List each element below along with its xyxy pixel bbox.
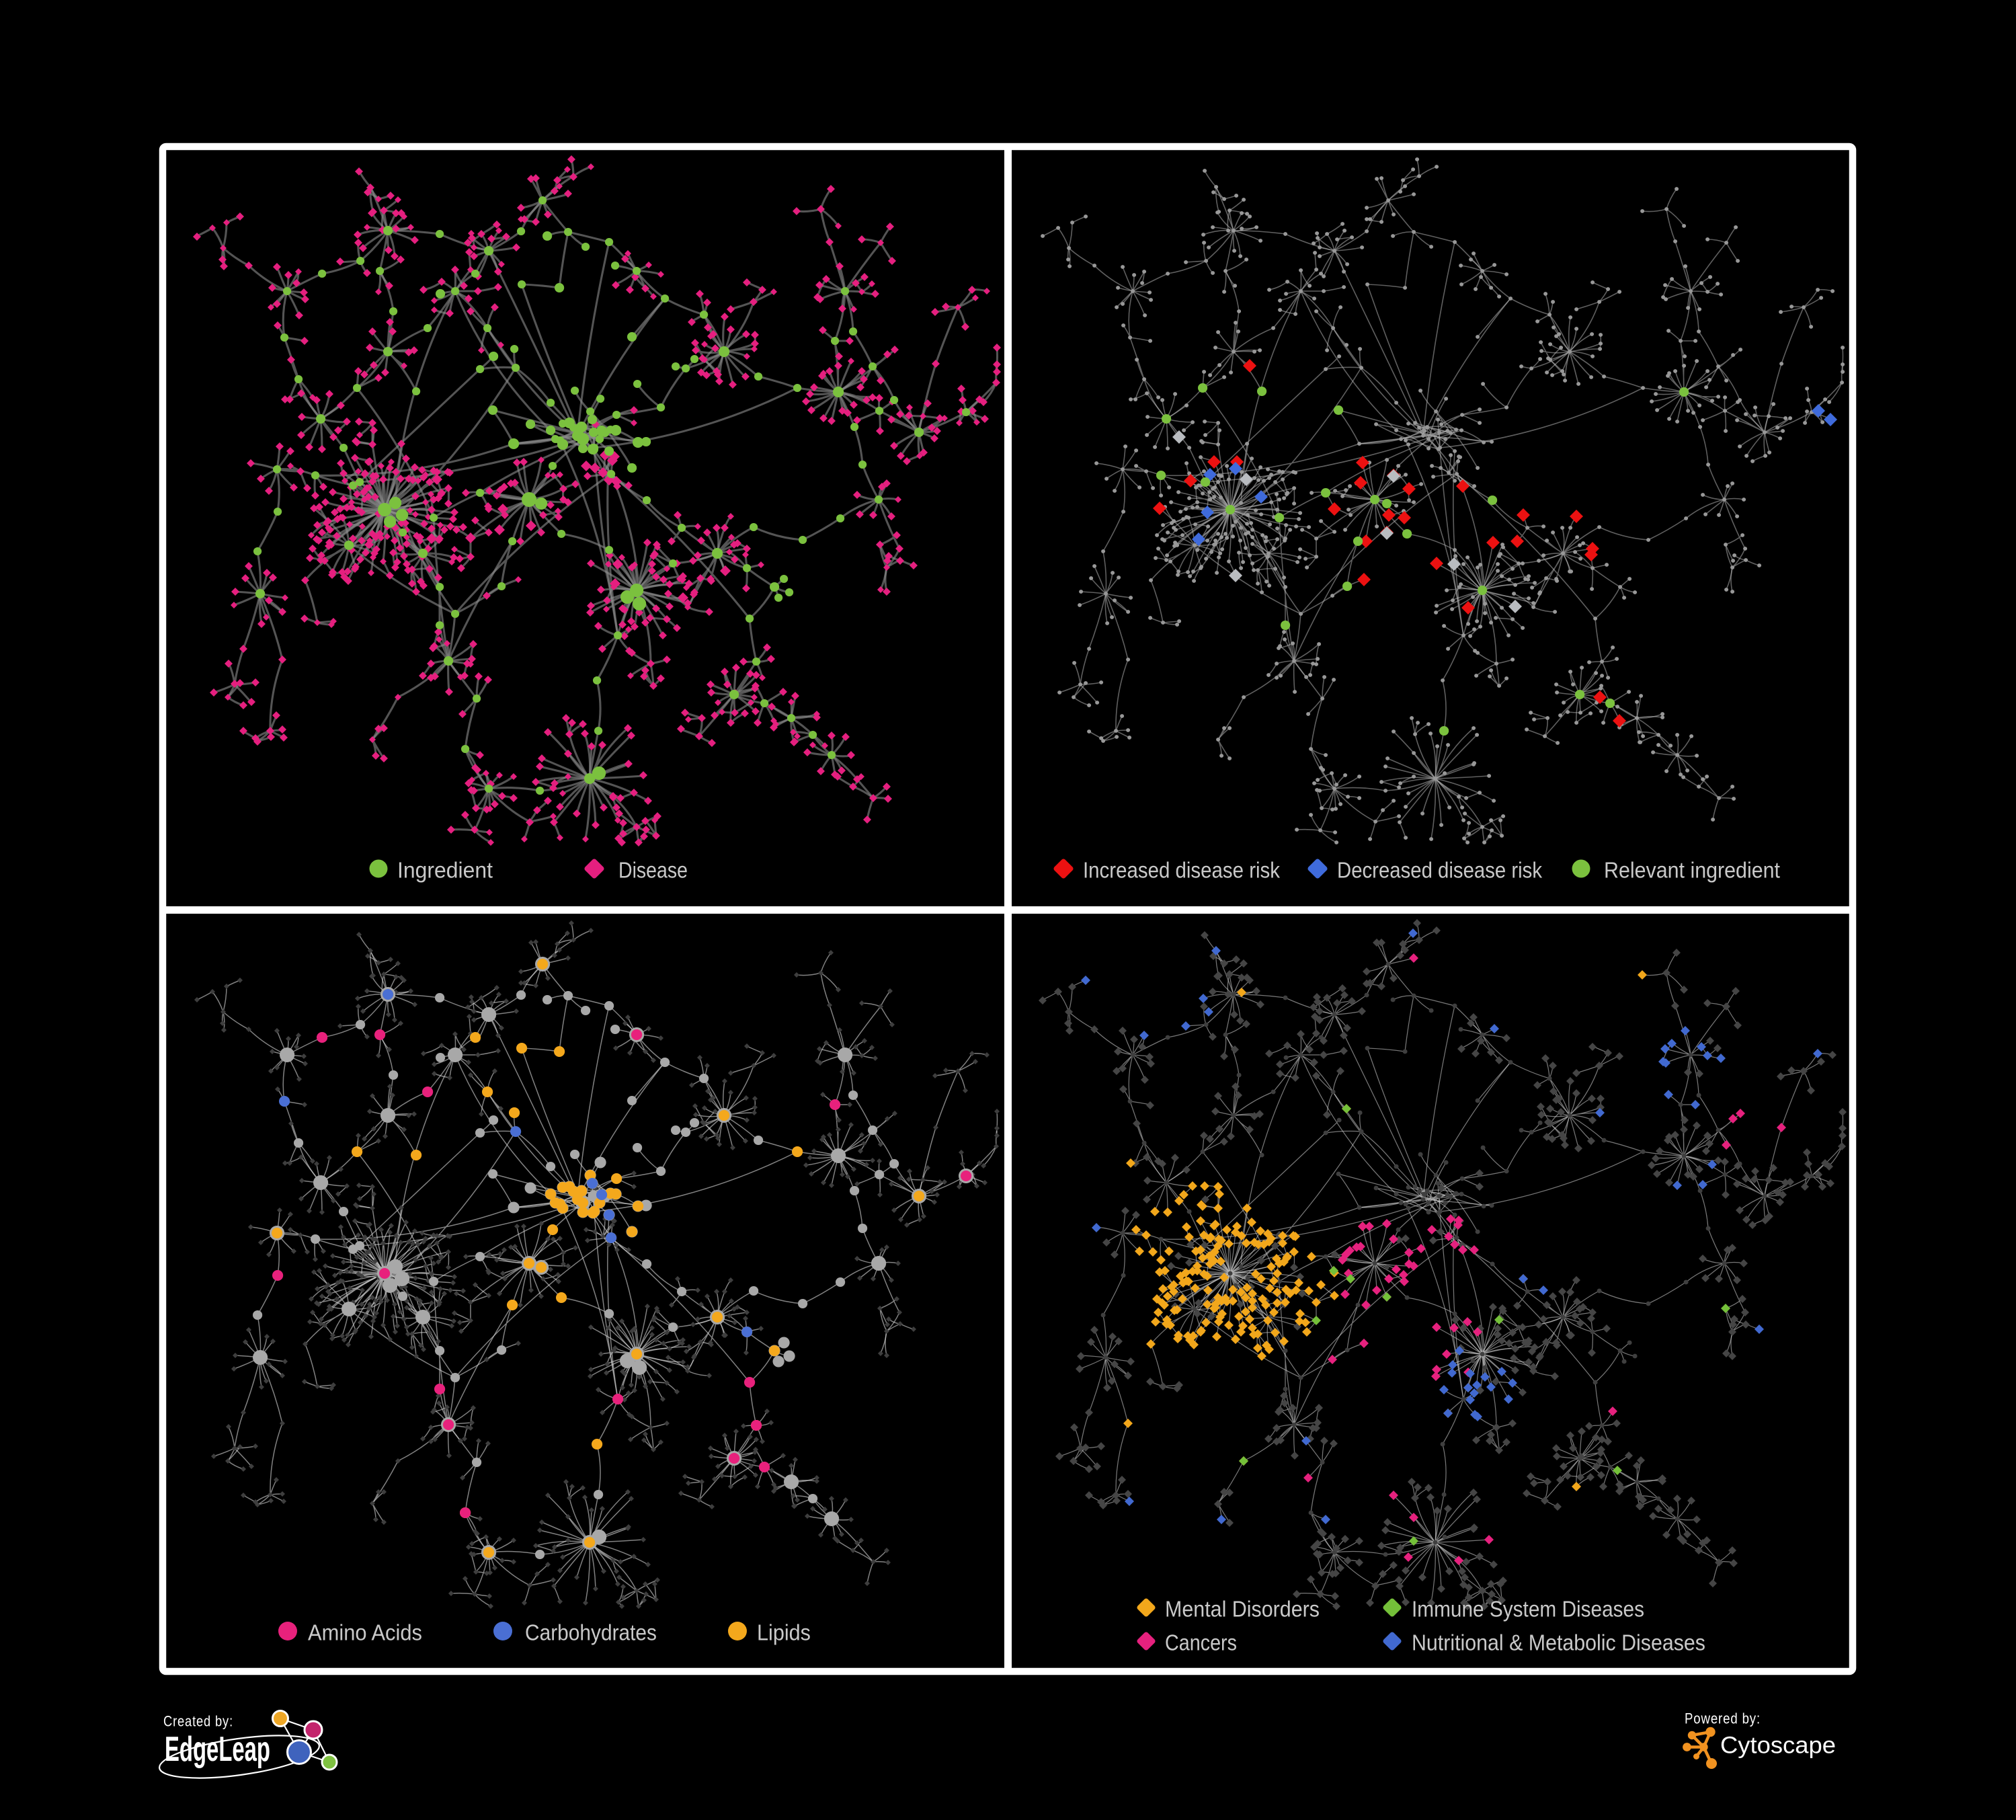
svg-text:Cytoscape: Cytoscape xyxy=(1720,1733,1836,1759)
svg-text:Created by:: Created by: xyxy=(163,1713,233,1730)
svg-text:Lipids: Lipids xyxy=(757,1620,811,1645)
svg-text:Ingredient: Ingredient xyxy=(397,858,493,883)
svg-text:Immune System Diseases: Immune System Diseases xyxy=(1412,1597,1644,1622)
svg-text:Mental Disorders: Mental Disorders xyxy=(1165,1597,1320,1622)
svg-text:Cancers: Cancers xyxy=(1165,1630,1237,1655)
svg-text:Decreased disease risk: Decreased disease risk xyxy=(1337,858,1542,883)
svg-text:Powered by:: Powered by: xyxy=(1685,1710,1761,1727)
svg-text:EdgeLeap: EdgeLeap xyxy=(165,1730,270,1769)
svg-text:Disease: Disease xyxy=(618,858,688,883)
svg-text:Carbohydrates: Carbohydrates xyxy=(525,1620,657,1645)
svg-text:Increased disease risk: Increased disease risk xyxy=(1083,858,1280,883)
svg-text:Nutritional & Metabolic Diseas: Nutritional & Metabolic Diseases xyxy=(1412,1630,1705,1655)
svg-text:Relevant ingredient: Relevant ingredient xyxy=(1604,858,1780,883)
svg-text:Amino Acids: Amino Acids xyxy=(308,1620,422,1645)
